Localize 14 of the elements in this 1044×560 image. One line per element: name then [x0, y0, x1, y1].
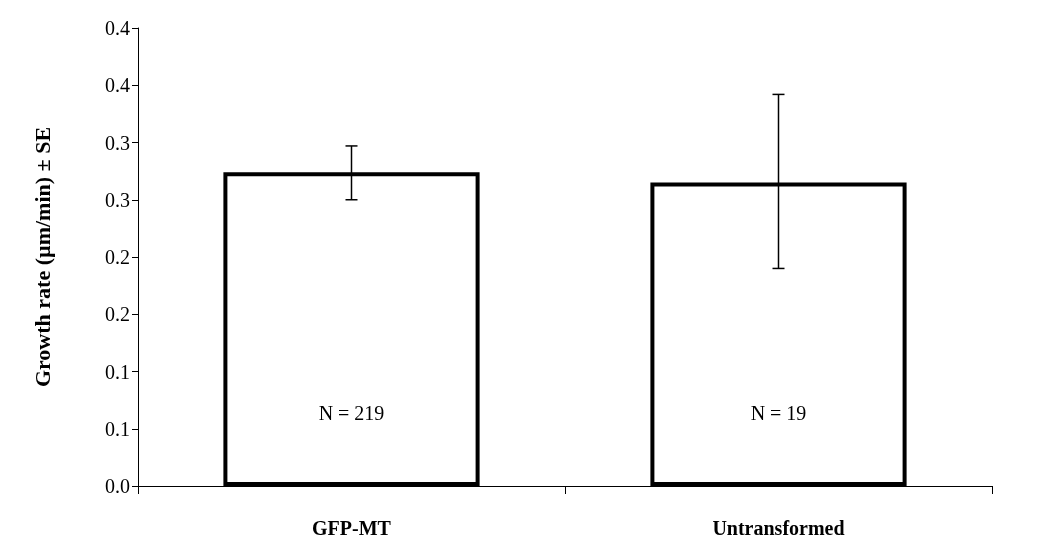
y-tick-label: 0.0 — [105, 475, 130, 497]
x-tick-label: Untransformed — [712, 517, 845, 539]
y-tick-label: 0.4 — [105, 74, 130, 97]
y-tick-label: 0.3 — [105, 188, 130, 211]
y-axis-title: Growth rate (µm/min) ± SE — [29, 126, 55, 388]
annotation: N = 19 — [750, 401, 807, 424]
y-tick-label: 0.1 — [105, 417, 130, 440]
y-tick-label: 0.4 — [105, 17, 130, 39]
y-tick-label: 0.3 — [105, 131, 130, 154]
annotation: N = 219 — [318, 401, 385, 424]
y-tick-label: 0.1 — [105, 360, 130, 383]
y-tick-label: 0.2 — [105, 303, 130, 326]
x-tick-label: GFP-MT — [312, 517, 392, 539]
y-tick-label: 0.2 — [105, 246, 130, 268]
